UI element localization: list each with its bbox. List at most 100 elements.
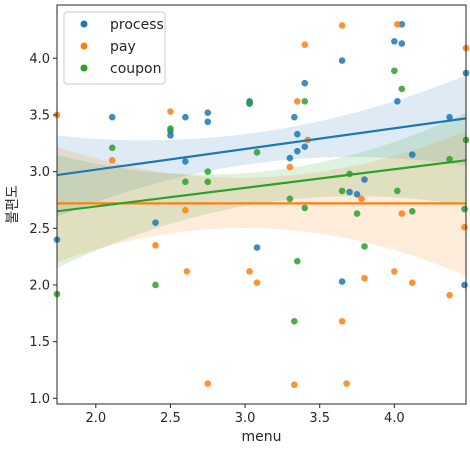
point-coupon bbox=[408, 208, 416, 215]
point-coupon bbox=[253, 149, 261, 156]
point-process bbox=[398, 40, 406, 47]
point-process bbox=[167, 132, 174, 139]
point-pay bbox=[338, 22, 346, 29]
x-tick-label: 2.0 bbox=[85, 411, 106, 426]
point-pay bbox=[408, 279, 416, 287]
point-process bbox=[204, 109, 212, 116]
point-pay bbox=[246, 268, 253, 275]
point-coupon bbox=[461, 205, 468, 213]
point-coupon bbox=[391, 67, 398, 75]
fit-line-process bbox=[56, 117, 467, 177]
point-process bbox=[301, 79, 309, 87]
point-pay bbox=[391, 268, 398, 275]
point-coupon bbox=[286, 195, 294, 203]
point-pay bbox=[446, 291, 453, 299]
point-process bbox=[391, 37, 398, 45]
y-tick-label: 1.0 bbox=[29, 392, 50, 407]
point-pay bbox=[182, 206, 189, 214]
point-coupon bbox=[294, 257, 301, 265]
legend-label-process: process bbox=[110, 17, 164, 33]
point-process bbox=[338, 278, 346, 285]
point-coupon bbox=[246, 99, 253, 106]
point-pay bbox=[167, 108, 174, 115]
point-process bbox=[253, 244, 261, 251]
point-coupon bbox=[394, 187, 401, 195]
point-pay bbox=[152, 242, 159, 249]
plot-frame bbox=[56, 4, 467, 405]
point-process bbox=[291, 113, 298, 121]
point-pay bbox=[398, 210, 406, 217]
point-pay bbox=[301, 41, 309, 48]
y-tick-label: 2.0 bbox=[29, 278, 50, 293]
point-pay bbox=[291, 381, 298, 389]
point-process bbox=[294, 130, 301, 138]
point-pay bbox=[338, 317, 346, 325]
legend-marker-process bbox=[80, 20, 88, 28]
point-process bbox=[338, 57, 346, 64]
point-pay bbox=[253, 279, 261, 287]
confidence-bands bbox=[57, 75, 466, 276]
point-process bbox=[461, 281, 468, 289]
point-pay bbox=[204, 380, 212, 387]
point-process bbox=[204, 118, 212, 126]
point-pay bbox=[108, 156, 116, 164]
y-axis-label: 불편도 bbox=[5, 185, 21, 224]
point-coupon bbox=[108, 144, 116, 152]
point-pay bbox=[394, 20, 401, 28]
point-coupon bbox=[361, 243, 368, 250]
point-coupon bbox=[301, 98, 309, 105]
legend-marker-pay bbox=[80, 42, 88, 50]
point-pay bbox=[343, 380, 350, 387]
x-tick-label: 4.0 bbox=[384, 411, 405, 426]
x-tick-label: 3.0 bbox=[235, 411, 256, 426]
point-process bbox=[353, 190, 361, 198]
legend-marker-coupon bbox=[80, 64, 88, 72]
y-tick-label: 4.0 bbox=[29, 52, 50, 67]
point-pay bbox=[183, 268, 191, 275]
point-coupon bbox=[167, 125, 174, 132]
y-tick-label: 1.5 bbox=[29, 335, 50, 350]
y-tick-label: 3.0 bbox=[29, 165, 50, 180]
fit-line-coupon bbox=[56, 159, 467, 213]
point-coupon bbox=[353, 210, 361, 217]
data-points bbox=[53, 20, 470, 389]
point-coupon bbox=[204, 168, 212, 175]
point-process bbox=[152, 219, 159, 226]
point-process bbox=[361, 176, 368, 183]
point-process bbox=[108, 113, 116, 121]
point-process bbox=[446, 113, 453, 121]
x-tick-label: 3.5 bbox=[309, 411, 330, 426]
point-process bbox=[301, 143, 309, 150]
legend-box bbox=[63, 11, 166, 85]
point-pay bbox=[461, 223, 468, 231]
point-coupon bbox=[204, 178, 212, 186]
point-process bbox=[286, 154, 294, 162]
point-pay bbox=[361, 274, 368, 282]
x-axis-label: menu bbox=[242, 429, 282, 445]
point-process bbox=[346, 188, 353, 196]
x-tick-label: 2.5 bbox=[160, 411, 181, 426]
point-coupon bbox=[398, 85, 406, 93]
regression-lines bbox=[56, 117, 467, 213]
point-pay bbox=[294, 98, 301, 105]
y-tick-label: 2.5 bbox=[29, 222, 50, 237]
point-process bbox=[294, 147, 301, 155]
point-process bbox=[182, 113, 189, 121]
ci-band-coupon bbox=[57, 112, 466, 268]
y-tick-label: 3.5 bbox=[29, 108, 50, 123]
y-axis-ticks: 1.0 1.5 2.0 2.5 3.0 3.5 4.0 bbox=[29, 52, 57, 407]
point-process bbox=[394, 98, 401, 105]
point-coupon bbox=[291, 317, 298, 325]
point-coupon bbox=[338, 187, 346, 195]
point-coupon bbox=[152, 281, 159, 289]
point-pay bbox=[358, 195, 365, 203]
legend-label-pay: pay bbox=[110, 39, 136, 55]
point-coupon bbox=[446, 155, 453, 163]
point-coupon bbox=[301, 204, 309, 212]
x-axis-ticks: 2.0 2.5 3.0 3.5 4.0 bbox=[85, 404, 405, 426]
point-coupon bbox=[182, 178, 189, 186]
point-process bbox=[408, 151, 416, 158]
legend: process pay coupon bbox=[63, 11, 166, 85]
